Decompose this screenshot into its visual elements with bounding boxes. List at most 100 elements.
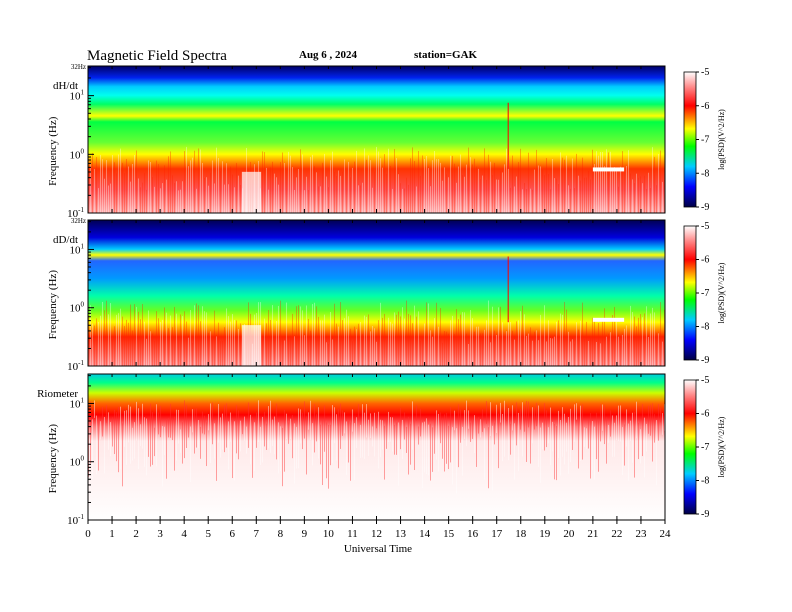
texture-streak (322, 162, 323, 213)
texture-streak (504, 400, 505, 457)
texture-streak (364, 148, 365, 213)
texture-streak (456, 309, 457, 366)
texture-streak (490, 342, 491, 366)
texture-streak (166, 312, 167, 366)
y-axis-title: Frequency (Hz) (47, 270, 59, 340)
texture-streak (518, 162, 519, 213)
texture-streak (386, 340, 387, 366)
texture-streak (394, 312, 395, 366)
texture-streak (646, 188, 647, 213)
texture-streak (154, 340, 155, 366)
texture-streak (546, 341, 547, 366)
texture-streak (636, 173, 637, 213)
texture-streak (388, 148, 389, 213)
texture-streak (654, 414, 655, 443)
texture-streak (416, 186, 417, 213)
texture-streak (614, 306, 615, 366)
colorbar-tick-label: -8 (701, 168, 709, 179)
texture-streak (126, 410, 127, 465)
texture-streak (526, 189, 527, 213)
texture-streak (492, 175, 493, 213)
texture-streak (318, 316, 319, 366)
texture-streak (398, 422, 399, 486)
texture-streak (90, 164, 91, 213)
colorbar-tick-label: -9 (701, 509, 709, 520)
texture-streak (440, 412, 441, 444)
texture-streak (276, 321, 277, 366)
texture-streak (362, 182, 363, 213)
texture-streak (654, 312, 655, 366)
texture-streak (380, 302, 381, 366)
texture-streak (646, 423, 647, 452)
texture-streak (474, 415, 475, 454)
colorbar-tick-label: -7 (701, 135, 709, 146)
texture-streak (234, 319, 235, 366)
texture-streak (438, 326, 439, 366)
texture-streak (570, 408, 571, 463)
texture-streak (212, 160, 213, 213)
texture-streak (162, 183, 163, 213)
texture-streak (502, 172, 503, 213)
x-tick-label: 12 (371, 528, 382, 540)
texture-streak (284, 163, 285, 213)
texture-streak (532, 189, 533, 213)
texture-streak (618, 336, 619, 366)
texture-streak (636, 401, 637, 439)
texture-streak (230, 412, 231, 442)
vertical-event (507, 256, 510, 323)
texture-streak (406, 426, 407, 453)
texture-streak (200, 426, 201, 459)
texture-streak (158, 164, 159, 213)
texture-streak (258, 400, 259, 442)
texture-streak (580, 320, 581, 366)
texture-streak (102, 159, 103, 213)
texture-streak (358, 404, 359, 420)
texture-streak (430, 186, 431, 213)
texture-streak (290, 418, 291, 440)
texture-streak (554, 178, 555, 213)
texture-streak (152, 177, 153, 213)
texture-streak (464, 176, 465, 213)
texture-streak (460, 314, 461, 366)
texture-streak (500, 170, 501, 213)
texture-streak (630, 420, 631, 441)
texture-streak (426, 302, 427, 366)
texture-streak (322, 419, 323, 486)
texture-streak (610, 332, 611, 366)
texture-streak (650, 313, 651, 366)
texture-streak (452, 427, 453, 485)
texture-streak (354, 161, 355, 213)
texture-streak (442, 418, 443, 459)
texture-streak (222, 341, 223, 366)
texture-streak (398, 311, 399, 366)
texture-streak (214, 423, 215, 459)
texture-streak (112, 338, 113, 366)
texture-streak (316, 306, 317, 366)
texture-streak (594, 320, 595, 366)
texture-streak (92, 323, 93, 366)
texture-streak (468, 410, 469, 429)
texture-streak (490, 161, 491, 213)
texture-streak (270, 320, 271, 366)
texture-streak (156, 160, 157, 213)
texture-streak (586, 177, 587, 213)
x-tick-label: 9 (302, 528, 308, 540)
texture-streak (264, 152, 265, 213)
texture-streak (348, 161, 349, 213)
texture-streak (658, 333, 659, 366)
texture-streak (622, 427, 623, 476)
texture-streak (384, 313, 385, 366)
texture-streak (356, 329, 357, 366)
texture-streak (136, 306, 137, 366)
texture-streak (426, 155, 427, 213)
texture-streak (608, 424, 609, 443)
texture-streak (368, 419, 369, 456)
texture-streak (606, 417, 607, 464)
texture-streak (662, 413, 663, 435)
texture-streak (584, 427, 585, 447)
texture-streak (510, 423, 511, 455)
texture-streak (372, 187, 373, 213)
texture-streak (374, 171, 375, 213)
texture-streak (300, 149, 301, 213)
texture-streak (464, 312, 465, 366)
